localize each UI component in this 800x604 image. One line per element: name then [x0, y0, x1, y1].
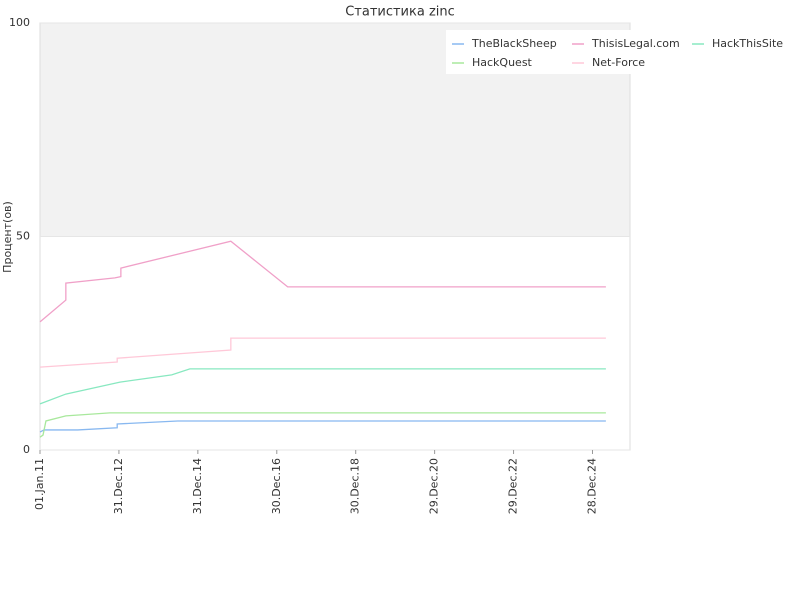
x-tick-label: 30.Dec.18: [349, 458, 362, 514]
legend-box: [446, 30, 790, 74]
legend-label: ThisisLegal.com: [591, 37, 680, 50]
x-tick-label: 29.Dec.22: [507, 458, 520, 514]
x-tick-label: 29.Dec.20: [428, 458, 441, 514]
series-line: [39, 240, 606, 323]
legend-label: Net-Force: [592, 56, 645, 69]
y-tick-label: 100: [9, 16, 30, 29]
series-line: [39, 337, 606, 368]
legend-label: HackQuest: [472, 56, 533, 69]
x-tick-label: 28.Dec.24: [585, 458, 598, 514]
x-tick-label: 01.Jan.11: [33, 458, 46, 510]
series-line: [39, 368, 606, 405]
legend-label: TheBlackSheep: [471, 37, 557, 50]
chart-title: Статистика zinc: [345, 5, 455, 20]
x-tick-label: 31.Dec.12: [112, 458, 125, 514]
y-tick-label: 0: [23, 443, 30, 456]
y-axis-label: Процент(ов): [1, 201, 14, 273]
x-tick-label: 30.Dec.16: [270, 458, 283, 514]
legend-label: HackThisSite: [712, 37, 783, 50]
series-line: [39, 412, 606, 438]
x-tick-label: 31.Dec.14: [191, 458, 204, 514]
series-line: [39, 420, 606, 433]
y-tick-label: 50: [16, 230, 30, 243]
